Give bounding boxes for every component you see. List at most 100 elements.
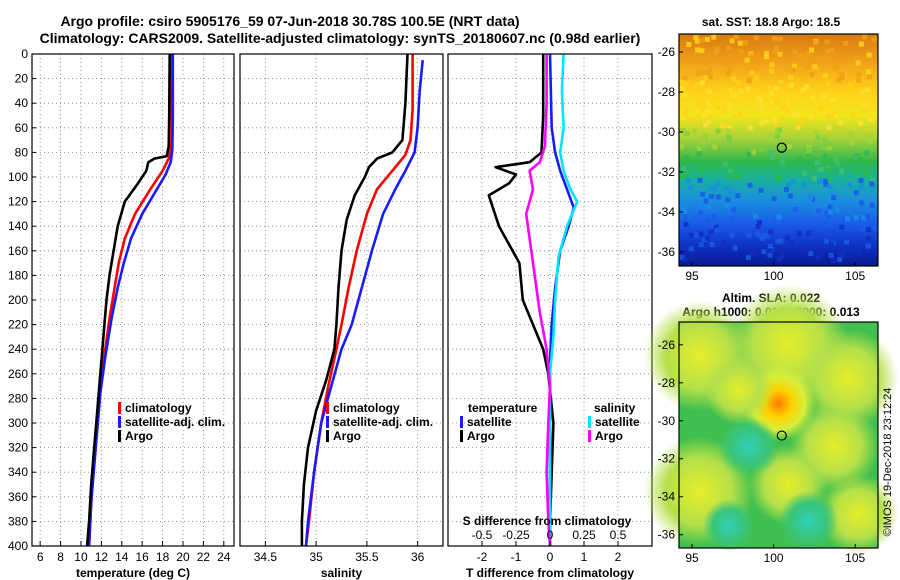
sst-map-pixel bbox=[707, 165, 713, 171]
sst-map-pixel bbox=[695, 47, 701, 53]
sst-map-pixel bbox=[859, 89, 865, 95]
sst-map-pixel bbox=[698, 242, 704, 248]
sst-map-pixel bbox=[682, 75, 688, 81]
sst-map-pixel bbox=[861, 215, 867, 221]
sst-map-pixel bbox=[825, 81, 831, 87]
sst-map-pixel bbox=[844, 216, 850, 222]
sst-map-pixel bbox=[811, 176, 817, 181]
sst-map-pixel bbox=[852, 159, 858, 165]
difference-stick-label: 0.25 bbox=[572, 528, 596, 542]
salinity-xlabel: salinity bbox=[321, 566, 363, 580]
salinity-legend-swatch bbox=[326, 416, 329, 428]
sst-map-pixel bbox=[871, 225, 876, 231]
sst-map-pixel bbox=[822, 137, 828, 143]
sst-map-pixel bbox=[706, 101, 712, 107]
sla-map-blob bbox=[702, 499, 755, 552]
depth-tick-label: 260 bbox=[8, 367, 28, 381]
sst-map-pixel bbox=[822, 73, 828, 78]
sst-map-pixel bbox=[755, 95, 761, 101]
sst-map-pixel bbox=[856, 71, 862, 77]
sst-map-pixel bbox=[699, 69, 705, 75]
sst-map-pixel bbox=[831, 195, 837, 201]
sst-map-pixel bbox=[707, 74, 713, 80]
difference-legend-salinity-title: salinity bbox=[594, 401, 636, 415]
sst-map-pixel bbox=[850, 111, 856, 117]
sst-map-pixel bbox=[841, 249, 847, 255]
sst-map-pixel bbox=[715, 104, 721, 110]
sst-map-pixel bbox=[784, 108, 790, 114]
sst-map-pixel bbox=[804, 84, 810, 90]
sst-map-pixel bbox=[731, 207, 737, 213]
sst-map-pixel bbox=[827, 177, 833, 183]
sst-map-pixel bbox=[679, 85, 685, 91]
sla-map-frame bbox=[678, 321, 879, 549]
sst-map-pixel bbox=[818, 167, 824, 172]
sst-map-pixel bbox=[791, 67, 797, 73]
sst-map-pixel bbox=[695, 70, 701, 76]
sst-map-pixel bbox=[679, 144, 684, 150]
depth-tick-label: 200 bbox=[8, 293, 28, 307]
depth-tick-label: 340 bbox=[8, 465, 28, 479]
sst-map-pixel bbox=[837, 257, 843, 263]
sst-map-pixel bbox=[694, 232, 700, 238]
sst-map-pixel bbox=[870, 177, 876, 183]
sst-map-pixel bbox=[839, 252, 844, 258]
sst-map-pixel bbox=[774, 45, 780, 51]
sst-map-pixel bbox=[837, 120, 843, 126]
sst-map-pixel bbox=[821, 94, 827, 100]
sst-map-pixel bbox=[843, 41, 848, 46]
sst-map-pixel bbox=[743, 159, 749, 165]
sst-map-pixel bbox=[721, 60, 727, 66]
sst-map-pixel bbox=[680, 204, 686, 210]
sst-map-pixel bbox=[787, 144, 793, 150]
sst-map-pixel bbox=[726, 134, 732, 140]
figure-title-line2: Climatology: CARS2009. Satellite-adjuste… bbox=[40, 30, 641, 46]
sst-map-pixel bbox=[704, 218, 710, 224]
sst-map-pixel bbox=[758, 98, 764, 104]
sst-map-pixel bbox=[821, 145, 827, 151]
sst-map-pixel bbox=[774, 128, 780, 134]
sst-map-pixel bbox=[753, 213, 758, 219]
sst-map-pixel bbox=[733, 34, 739, 39]
difference-temperature-legend-swatch bbox=[460, 416, 463, 428]
sst-map-xtick-label: 105 bbox=[845, 269, 865, 283]
sst-map-pixel bbox=[686, 178, 691, 184]
difference-xtick-label: 0 bbox=[547, 550, 554, 564]
sla-map-ytick-label: -30 bbox=[658, 414, 676, 428]
sst-map-pixel bbox=[723, 201, 729, 207]
sst-map-pixel bbox=[724, 89, 730, 95]
sst-map-pixel bbox=[863, 107, 869, 113]
sst-map-pixel bbox=[852, 93, 857, 99]
sst-map-pixel bbox=[763, 135, 769, 141]
sst-map-pixel bbox=[731, 92, 737, 98]
salinity-frame bbox=[239, 53, 444, 547]
sst-map-pixel bbox=[758, 187, 764, 193]
sst-map-pixel bbox=[808, 195, 813, 201]
sst-map-pixel bbox=[849, 140, 855, 146]
sst-map-pixel bbox=[802, 171, 808, 176]
sst-map-pixel bbox=[748, 250, 754, 256]
sst-map-pixel bbox=[833, 157, 839, 163]
sst-map-pixel bbox=[763, 119, 769, 125]
sst-map-pixel bbox=[852, 57, 858, 63]
sst-map-pixel bbox=[701, 134, 706, 139]
sst-map-pixel bbox=[695, 81, 701, 87]
temperature-xtick-label: 12 bbox=[95, 550, 109, 564]
sst-map-pixel bbox=[809, 244, 815, 249]
sst-map-pixel bbox=[698, 231, 704, 237]
sst-map-pixel bbox=[856, 250, 862, 256]
sst-map-pixel bbox=[696, 135, 702, 141]
sst-map-pixel bbox=[826, 141, 832, 147]
sst-map-pixel bbox=[726, 45, 731, 51]
sst-map-pixel bbox=[684, 171, 690, 177]
sst-map-pixel bbox=[702, 91, 707, 97]
sst-map-pixel bbox=[709, 242, 715, 247]
sst-map-pixel bbox=[857, 156, 863, 162]
sst-map-pixel bbox=[756, 220, 762, 226]
sst-map-pixel bbox=[866, 69, 871, 75]
sst-map-pixel bbox=[775, 238, 781, 244]
sst-map-pixel bbox=[800, 221, 806, 227]
sst-map-pixel bbox=[777, 127, 783, 133]
sst-map-pixel bbox=[702, 122, 708, 128]
sst-map-pixel bbox=[767, 150, 773, 156]
